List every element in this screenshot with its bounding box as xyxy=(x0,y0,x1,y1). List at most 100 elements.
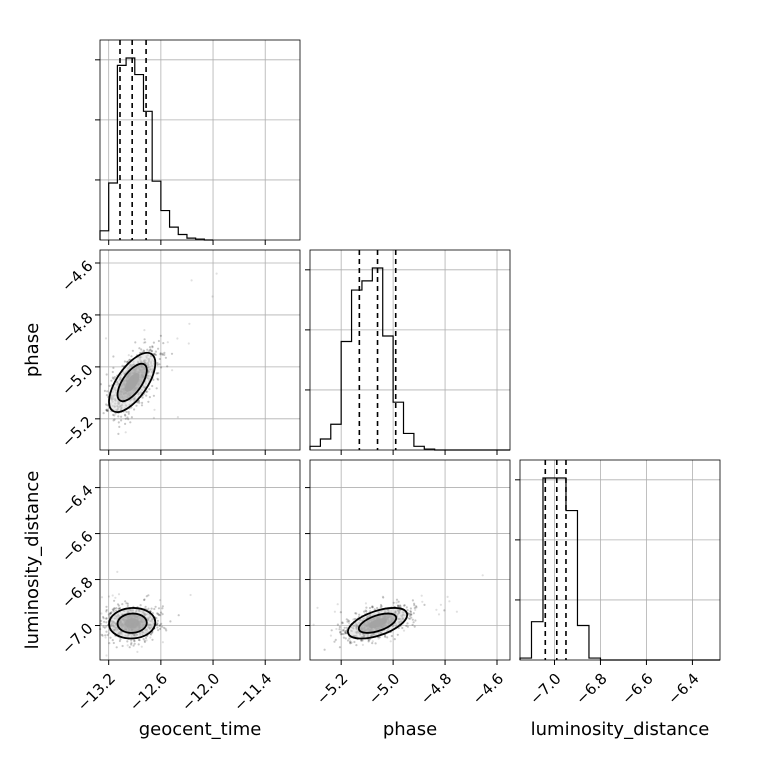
scatter-point xyxy=(105,630,108,633)
scatter-point xyxy=(161,641,164,644)
scatter-point xyxy=(165,629,168,632)
x-tick-label-geocent_time-0: −13.2 xyxy=(74,670,119,715)
scatter-point xyxy=(390,634,393,638)
scatter-point xyxy=(105,625,108,628)
scatter-point xyxy=(103,389,106,392)
scatter-point xyxy=(113,607,116,610)
scatter-point xyxy=(396,605,400,608)
scatter-point xyxy=(401,626,404,630)
scatter-point xyxy=(446,595,449,599)
scatter-point xyxy=(147,594,150,597)
scatter-point xyxy=(405,606,408,609)
scatter-point xyxy=(138,639,141,642)
scatter-point xyxy=(411,623,414,626)
scatter-point xyxy=(409,610,412,613)
scatter-point xyxy=(410,613,413,616)
scatter-point xyxy=(346,620,349,623)
scatter-point xyxy=(150,607,153,610)
scatter-point xyxy=(402,629,406,632)
scatter-point xyxy=(154,350,157,353)
scatter-point xyxy=(118,639,121,643)
scatter-point xyxy=(360,639,363,642)
scatter-point xyxy=(323,648,326,651)
scatter-point xyxy=(132,644,135,647)
scatter-point xyxy=(364,609,367,612)
scatter-point xyxy=(159,352,162,355)
scatter-point xyxy=(121,644,124,648)
scatter-point xyxy=(371,605,374,608)
scatter-point xyxy=(336,623,339,626)
scatter-point xyxy=(341,621,344,624)
scatter-point xyxy=(346,639,350,642)
scatter-point xyxy=(162,342,165,345)
scatter-point xyxy=(105,617,108,620)
scatter-point xyxy=(156,623,159,626)
scatter-point xyxy=(109,636,112,639)
scatter-point xyxy=(134,341,137,344)
y-tick-label-phase-0: −5.2 xyxy=(58,413,96,451)
scatter-point xyxy=(392,601,395,604)
scatter-point xyxy=(345,626,348,629)
scatter-point xyxy=(396,604,400,607)
scatter-point xyxy=(159,627,162,631)
y-tick-label-luminosity_distance-3: −6.4 xyxy=(58,481,96,519)
scatter-point xyxy=(149,349,152,352)
scatter-point xyxy=(125,410,128,414)
x-tick-label-phase-3: −4.6 xyxy=(469,670,507,708)
scatter-point xyxy=(131,349,134,352)
scatter-point xyxy=(106,408,109,411)
scatter-point xyxy=(147,350,150,353)
panel-luminosity_distance-vs-phase xyxy=(305,459,511,665)
scatter-point xyxy=(383,634,386,637)
scatter-point xyxy=(105,654,108,657)
contour-0 xyxy=(116,362,148,403)
x-axis-label-geocent_time: geocent_time xyxy=(139,719,262,740)
scatter-point xyxy=(339,633,343,636)
scatter-point xyxy=(140,404,144,407)
scatter-point xyxy=(350,641,353,644)
scatter-point xyxy=(128,358,131,361)
scatter-point xyxy=(158,357,161,361)
scatter-point xyxy=(113,376,116,379)
scatter-point xyxy=(128,646,131,649)
scatter-point xyxy=(157,613,160,616)
scatter-point xyxy=(133,408,136,411)
density-fill-2 xyxy=(347,607,408,639)
scatter-point xyxy=(347,619,350,622)
scatter-point xyxy=(133,639,136,642)
panel-frame xyxy=(99,39,301,241)
density-fill-2 xyxy=(109,607,156,639)
scatter-point xyxy=(189,593,192,597)
scatter-point xyxy=(99,622,103,625)
scatter-point xyxy=(403,604,406,607)
scatter-point xyxy=(111,608,114,611)
scatter-point xyxy=(150,349,154,352)
scatter-point xyxy=(143,639,146,642)
scatter-point xyxy=(406,622,409,625)
scatter-point xyxy=(371,640,374,643)
scatter-point xyxy=(334,638,337,642)
scatter-point xyxy=(159,614,162,617)
scatter-point xyxy=(329,634,332,637)
scatter-point xyxy=(106,633,109,637)
scatter-point xyxy=(371,606,374,609)
panel-frame xyxy=(519,459,721,661)
panel-background xyxy=(310,460,510,660)
scatter-point xyxy=(136,401,140,404)
scatter-point xyxy=(107,613,110,616)
scatter-point xyxy=(108,642,111,645)
scatter-point xyxy=(342,633,345,636)
scatter-point xyxy=(330,629,333,632)
scatter-point xyxy=(344,637,347,640)
scatter-point xyxy=(410,613,413,616)
scatter-point xyxy=(336,603,339,606)
scatter-point xyxy=(109,612,112,615)
scatter-point xyxy=(105,394,108,397)
scatter-point xyxy=(145,639,148,642)
scatter-point xyxy=(100,596,104,599)
scatter-point xyxy=(481,574,484,577)
panel-frame xyxy=(99,249,301,451)
scatter-point xyxy=(136,650,139,654)
scatter-point xyxy=(153,352,156,355)
x-axis-label-luminosity_distance: luminosity_distance xyxy=(531,719,710,740)
